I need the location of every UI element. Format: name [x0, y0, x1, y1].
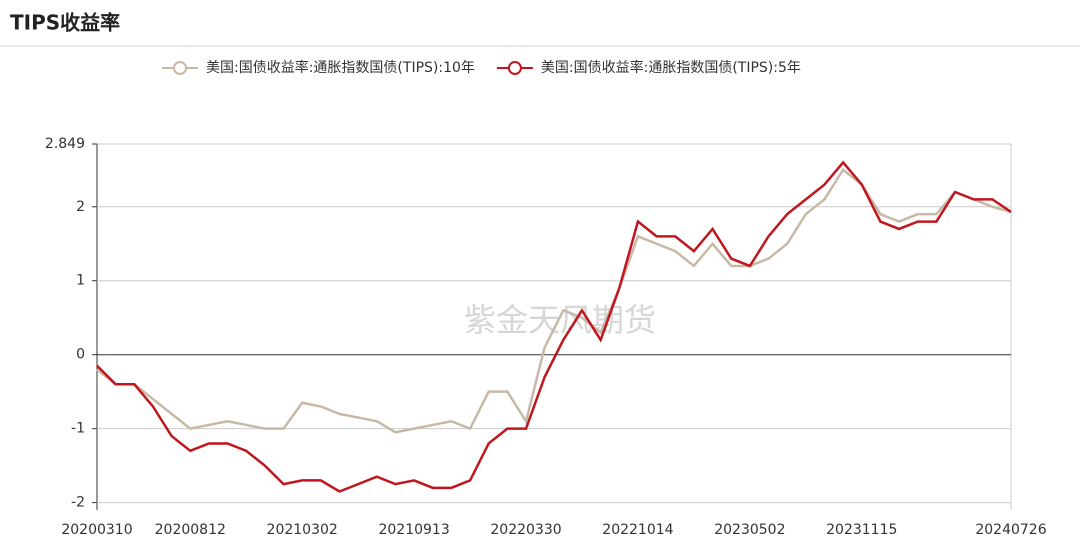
x-tick-label: 20220330 — [490, 522, 561, 538]
y-tick-label: 2.849 — [45, 136, 85, 152]
legend-label: 美国:国债收益率:通胀指数国债(TIPS):10年 — [206, 59, 475, 76]
series-line — [96, 160, 1012, 493]
x-tick-label: 20240726 — [975, 522, 1046, 538]
y-tick-label: -1 — [71, 421, 85, 437]
x-tick-label: 20200310 — [61, 522, 132, 538]
x-tick-label: 20221014 — [602, 522, 673, 538]
x-tick-label: 20231115 — [826, 522, 897, 538]
legend-label: 美国:国债收益率:通胀指数国债(TIPS):5年 — [541, 59, 801, 76]
x-tick-label: 20200812 — [155, 522, 226, 538]
x-tick-label: 20230502 — [714, 522, 785, 538]
legend-marker — [173, 61, 187, 75]
y-tick-label: 2 — [76, 199, 85, 215]
chart-title: TIPS收益率 — [10, 11, 120, 35]
x-tick-label: 20210913 — [378, 522, 449, 538]
watermark: 紫金天风期货 — [464, 301, 656, 339]
y-tick-label: -2 — [71, 495, 85, 511]
y-tick-label: 1 — [76, 273, 85, 289]
x-tick-label: 20210302 — [267, 522, 338, 538]
y-tick-label: 0 — [76, 347, 85, 363]
legend-marker — [507, 61, 522, 75]
